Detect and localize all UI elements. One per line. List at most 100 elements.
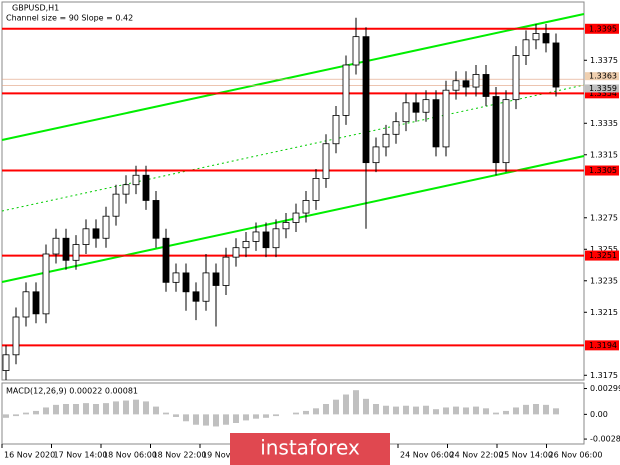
x-tick-label: 24 Nov 22:00 xyxy=(450,451,504,460)
macd-bar xyxy=(13,414,19,417)
macd-bar xyxy=(333,399,339,415)
macd-bar xyxy=(203,414,209,426)
candle-body xyxy=(342,64,350,116)
macd-bar xyxy=(263,414,269,418)
level-label-box xyxy=(585,88,619,99)
candle-body xyxy=(162,237,170,283)
macd-bar xyxy=(383,405,389,415)
watermark-box xyxy=(230,433,390,465)
macd-bar xyxy=(433,409,439,415)
macd-bar xyxy=(503,410,509,415)
level-label: 1.3354 xyxy=(589,89,617,98)
candle-body xyxy=(312,177,320,201)
candle-body xyxy=(232,247,240,258)
macd-bar xyxy=(303,410,309,415)
candle-body xyxy=(32,291,40,315)
macd-bar xyxy=(323,404,329,415)
macd-bar xyxy=(63,404,69,415)
macd-bar xyxy=(493,412,499,415)
level-label-box xyxy=(585,23,619,34)
candle-body xyxy=(442,89,450,148)
macd-bar xyxy=(163,412,169,415)
x-tick-label: 25 Nov 14:00 xyxy=(499,451,553,460)
macd-label: MACD(12,26,9) 0.00022 0.00081 xyxy=(6,387,138,396)
macd-bar xyxy=(253,414,259,419)
x-tick-label: 19 Nov xyxy=(202,451,231,460)
candle-body xyxy=(502,99,510,164)
channel-upper xyxy=(1,13,585,141)
macd-bar xyxy=(73,404,79,415)
candle-body xyxy=(272,228,280,249)
candle-body xyxy=(392,121,400,135)
macd-bar xyxy=(43,407,49,415)
macd-bar xyxy=(453,406,459,415)
x-tick-label: 26 Nov 06:00 xyxy=(549,451,603,460)
macd-bar xyxy=(413,406,419,415)
macd-bar xyxy=(373,404,379,415)
level-label: 1.3305 xyxy=(589,166,617,175)
y-tick-label: 1.3175 xyxy=(590,371,618,380)
candle-body xyxy=(252,231,260,242)
candle-body xyxy=(102,215,110,239)
x-tick-label: 17 Nov 14:00 xyxy=(54,451,108,460)
macd-bar xyxy=(23,412,29,415)
level-label: 1.3251 xyxy=(589,251,617,260)
macd-bar xyxy=(343,394,349,415)
candle-body xyxy=(542,33,550,44)
candle-body xyxy=(242,240,250,249)
macd-bar xyxy=(133,399,139,415)
macd-bar xyxy=(273,414,279,417)
macd-bar xyxy=(423,405,429,415)
candle-body xyxy=(72,244,80,261)
macd-bar xyxy=(3,414,9,418)
candle-body xyxy=(512,55,520,101)
y-tick-label: 1.3215 xyxy=(590,308,618,317)
candle-body xyxy=(452,80,460,91)
macd-bar xyxy=(463,407,469,415)
macd-bar xyxy=(533,404,539,415)
level-label: 1.3194 xyxy=(589,341,617,350)
macd-bar xyxy=(513,407,519,415)
candle-body xyxy=(482,74,490,97)
chart-subtitle: Channel size = 90 Slope = 0.42 xyxy=(6,14,133,23)
candle-body xyxy=(302,200,310,214)
candle-body xyxy=(402,102,410,123)
candle-body xyxy=(172,272,180,283)
candle-body xyxy=(322,143,330,179)
candle-body xyxy=(92,228,100,239)
candle-body xyxy=(12,316,20,356)
candle-body xyxy=(432,99,440,148)
macd-bar xyxy=(543,404,549,415)
candle-body xyxy=(82,228,90,245)
candle-body xyxy=(2,354,10,371)
macd-bar xyxy=(233,414,239,423)
macd-bar xyxy=(83,403,89,415)
x-tick-label: 16 Nov 2020 xyxy=(4,451,55,460)
macd-bar xyxy=(103,403,109,415)
candle-body xyxy=(522,39,530,56)
chart-title: GBPUSD,H1 xyxy=(12,4,59,13)
watermark: instaforex xyxy=(260,436,360,460)
candle-body xyxy=(532,33,540,41)
macd-bar xyxy=(193,414,199,425)
candle-body xyxy=(362,36,370,164)
macd-bar xyxy=(313,408,319,415)
candle-body xyxy=(142,174,150,201)
candle-body xyxy=(22,291,30,318)
macd-bar xyxy=(553,408,559,415)
macd-bar xyxy=(123,400,129,415)
macd-tick-label: 0.00299 xyxy=(590,384,620,393)
candle-body xyxy=(212,272,220,286)
macd-bar xyxy=(53,404,59,415)
macd-bar xyxy=(143,401,149,415)
candle-body xyxy=(202,272,210,302)
macd-bar xyxy=(33,410,39,415)
macd-bar xyxy=(153,406,159,415)
x-tick-label: 24 Nov 06:00 xyxy=(400,451,454,460)
macd-bar xyxy=(173,414,179,417)
macd-bar xyxy=(403,405,409,415)
macd-tick-label: 0.00 xyxy=(590,410,608,419)
macd-bar xyxy=(113,401,119,415)
candle-body xyxy=(62,237,70,261)
